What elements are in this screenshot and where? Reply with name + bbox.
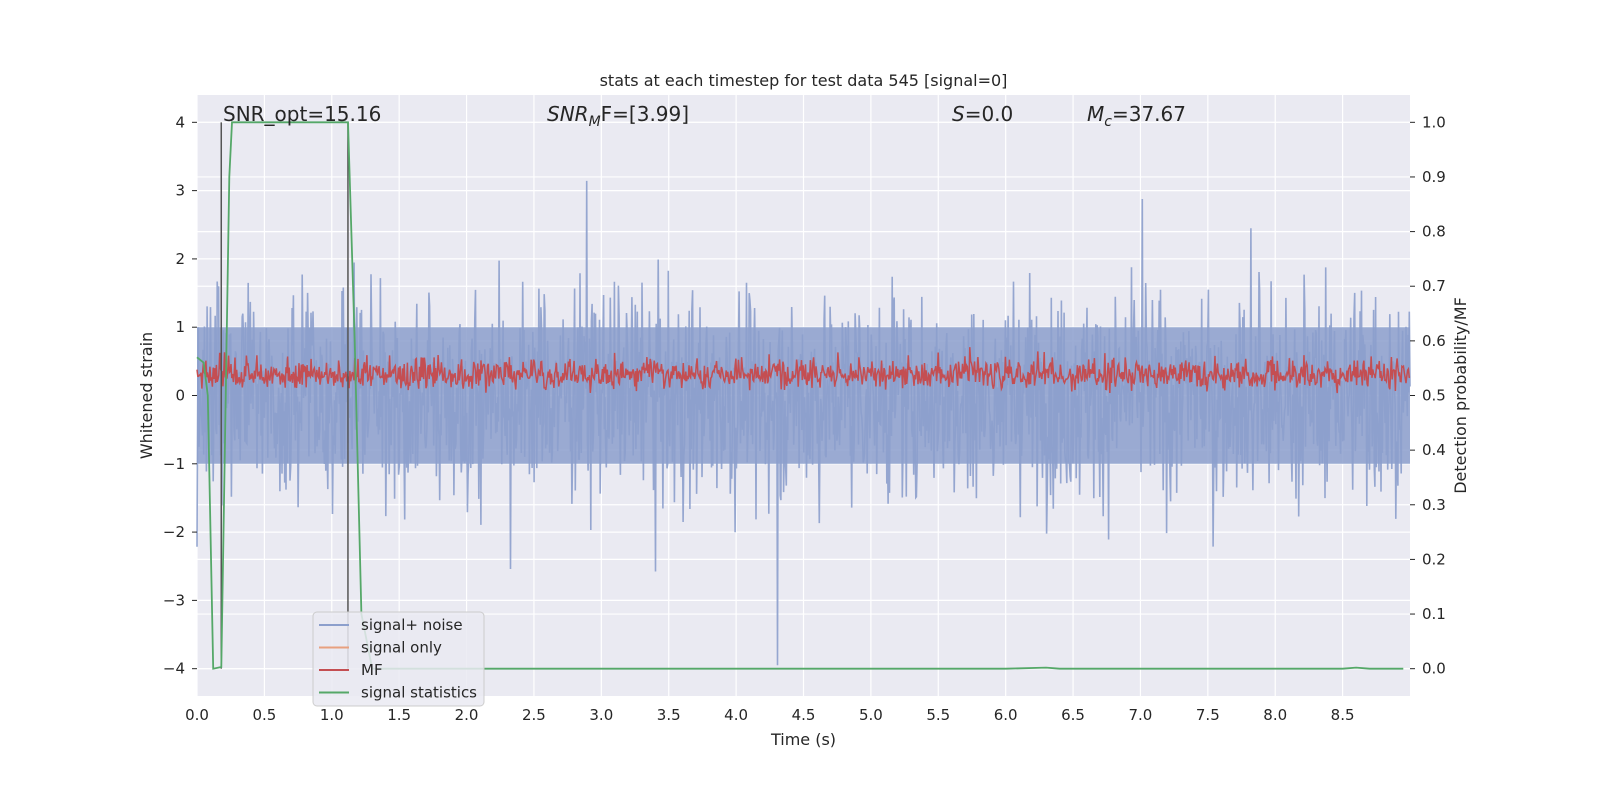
- snr-mf-base: SNR: [547, 102, 589, 126]
- x-tick-label: 0.0: [185, 706, 209, 724]
- mc-tail: =37.67: [1112, 102, 1186, 126]
- y2-tick-label: 0.5: [1422, 387, 1446, 405]
- annotation-s: S=0.0: [952, 102, 1013, 126]
- y2-axis-label: Detection probability/MF: [1451, 297, 1470, 494]
- y2-tick-label: 0.0: [1422, 660, 1446, 678]
- x-tick-label: 1.0: [320, 706, 344, 724]
- x-tick-label: 4.5: [792, 706, 816, 724]
- y-tick-label: 1: [175, 318, 185, 336]
- chart-title: stats at each timestep for test data 545…: [600, 71, 1008, 90]
- y2-tick-label: 0.2: [1422, 550, 1446, 568]
- x-axis-label: Time (s): [770, 730, 836, 749]
- x-tick-label: 2.0: [455, 706, 479, 724]
- y-tick-label: −4: [163, 660, 185, 678]
- series-layer: [196, 121, 1411, 670]
- snr-mf-sub: M: [589, 114, 601, 130]
- y-tick-label: −3: [163, 591, 185, 609]
- x-tick-label: 2.5: [522, 706, 546, 724]
- y2-tick-label: 1.0: [1422, 113, 1446, 131]
- x-tick-label: 6.5: [1061, 706, 1085, 724]
- x-tick-label: 4.0: [724, 706, 748, 724]
- x-tick-label: 5.0: [859, 706, 883, 724]
- x-tick-label: 8.5: [1331, 706, 1355, 724]
- y2-tick-label: 0.7: [1422, 277, 1446, 295]
- legend-label: signal statistics: [361, 684, 477, 702]
- annotation-snr-mf: SNRMF=[3.99]: [547, 102, 689, 130]
- series-signal-noise-core: [197, 327, 1410, 464]
- y-tick-label: −2: [163, 523, 185, 541]
- s-tail: =0.0: [965, 102, 1014, 126]
- y-tick-label: 2: [175, 250, 185, 268]
- x-tick-label: 8.0: [1263, 706, 1287, 724]
- legend-label: MF: [361, 661, 383, 679]
- ticks: 0.0 0.5 1.0 1.5 2.0 2.5 3.0 3.5 4.0 4.5 5.0 5.5 6.0 6…: [163, 113, 1446, 724]
- x-tick-label: 7.5: [1196, 706, 1220, 724]
- y-tick-label: −1: [163, 455, 185, 473]
- snr-mf-tail: F=[3.99]: [601, 102, 689, 126]
- y2-tick-label: 0.8: [1422, 223, 1446, 241]
- y2-tick-label: 0.1: [1422, 605, 1446, 623]
- x-tick-label: 6.0: [994, 706, 1018, 724]
- legend-label: signal only: [361, 639, 442, 657]
- mc-base: M: [1087, 102, 1104, 126]
- series-mf: [196, 347, 1411, 394]
- x-tick-label: 3.0: [589, 706, 613, 724]
- y-tick-label: 0: [175, 387, 185, 405]
- annotation-mc: Mc=37.67: [1087, 102, 1186, 130]
- x-tick-label: 5.5: [926, 706, 950, 724]
- y2-tick-label: 0.6: [1422, 332, 1446, 350]
- y-tick-label: 4: [175, 113, 185, 131]
- legend-box: [312, 611, 485, 707]
- y-tick-label: 3: [175, 182, 185, 200]
- x-tick-label: 1.5: [387, 706, 411, 724]
- s-base: S: [952, 102, 965, 126]
- y2-tick-label: 0.4: [1422, 441, 1446, 459]
- mc-sub: c: [1104, 114, 1112, 130]
- y2-tick-label: 0.3: [1422, 496, 1446, 514]
- legend-label: signal+ noise: [361, 616, 463, 634]
- legend: signal+ noise signal only MF signal statist…: [312, 611, 485, 707]
- x-tick-label: 3.5: [657, 706, 681, 724]
- y2-tick-label: 0.9: [1422, 168, 1446, 186]
- y-axis-label: Whitened strain: [137, 332, 156, 459]
- x-tick-label: 7.0: [1129, 706, 1153, 724]
- annotation-snr-opt: SNR_opt=15.16: [223, 102, 381, 126]
- x-tick-label: 0.5: [252, 706, 276, 724]
